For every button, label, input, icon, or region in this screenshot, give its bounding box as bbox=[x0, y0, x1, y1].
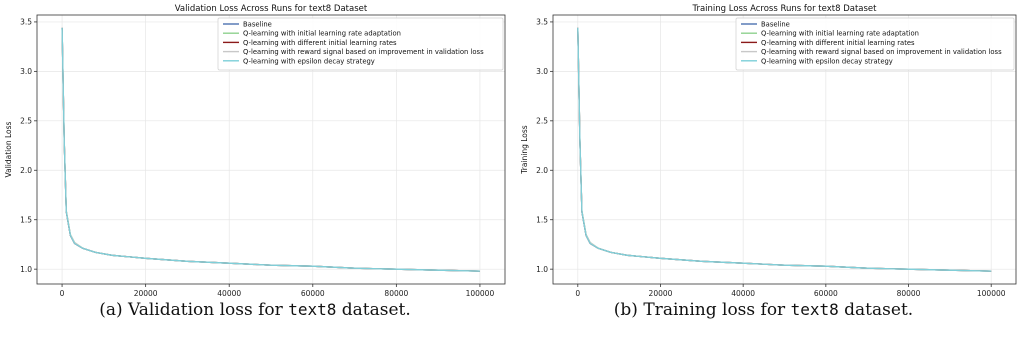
caption-b-suffix: dataset. bbox=[838, 300, 914, 320]
legend-label-1: Baseline bbox=[761, 21, 790, 29]
x-tick-label: 80000 bbox=[897, 289, 921, 298]
caption-b-prefix: (b) Training loss for bbox=[613, 300, 791, 320]
y-tick-label: 3.5 bbox=[536, 18, 548, 27]
legend-label-5: Q-learning with epsilon decay strategy bbox=[243, 57, 375, 65]
legend-box bbox=[735, 17, 1015, 71]
x-tick-label: 0 bbox=[60, 289, 65, 298]
validation-loss-panel: 0 20000 40000 60000 80000 100000 1.0 1.5 2.0 2.5 3… bbox=[0, 4, 510, 320]
legend-label-5: Q-learning with epsilon decay strategy bbox=[761, 57, 893, 65]
y-tick-label: 2.0 bbox=[536, 166, 548, 175]
x-tick-label: 80000 bbox=[384, 289, 408, 298]
y-tick-label: 1.5 bbox=[20, 215, 32, 224]
caption-b: (b) Training loss for text8 dataset. bbox=[510, 300, 1017, 320]
y-tick-label: 1.5 bbox=[536, 215, 548, 224]
x-tick-label: 60000 bbox=[301, 289, 325, 298]
caption-b-code: text8 bbox=[790, 300, 839, 319]
y-axis-label: Training Loss bbox=[520, 125, 529, 175]
y-tick-label: 3.0 bbox=[536, 67, 548, 76]
caption-a: (a) Validation loss for text8 dataset. bbox=[0, 300, 510, 320]
chart-title: Validation Loss Across Runs for text8 Da… bbox=[175, 4, 368, 14]
y-tick-label: 1.0 bbox=[536, 265, 548, 274]
validation-loss-chart: 0 20000 40000 60000 80000 100000 1.0 1.5 2.0 2.5 3… bbox=[4, 4, 506, 298]
series-line-5 bbox=[61, 27, 480, 272]
caption-a-code: text8 bbox=[288, 300, 337, 319]
y-tick-label: 3.5 bbox=[20, 18, 32, 27]
legend-label-2: Q-learning with initial learning rate ad… bbox=[243, 30, 401, 38]
caption-a-suffix: dataset. bbox=[336, 300, 411, 320]
x-tick-label: 40000 bbox=[731, 289, 755, 298]
chart-title: Training Loss Across Runs for text8 Data… bbox=[692, 4, 878, 14]
training-loss-chart: 0 20000 40000 60000 80000 100000 1.0 1.5 2.0 2.5 3… bbox=[520, 4, 1017, 298]
y-axis-label: Validation Loss bbox=[4, 121, 13, 177]
legend-label-3: Q-learning with different initial learni… bbox=[243, 39, 397, 47]
x-tick-label: 100000 bbox=[977, 289, 1006, 298]
x-tick-label: 20000 bbox=[134, 289, 158, 298]
y-tick-label: 2.5 bbox=[20, 116, 32, 125]
legend-label-3: Q-learning with different initial learni… bbox=[761, 39, 915, 47]
x-tick-label: 100000 bbox=[466, 289, 495, 298]
legend-label-4: Q-learning with reward signal based on i… bbox=[761, 48, 1002, 56]
series-line-5 bbox=[577, 27, 992, 272]
training-loss-panel: 0 20000 40000 60000 80000 100000 1.0 1.5 2.0 2.5 3… bbox=[510, 0, 1017, 340]
legend-box bbox=[217, 17, 504, 71]
legend-label-1: Baseline bbox=[243, 21, 272, 29]
x-tick-label: 0 bbox=[575, 289, 580, 298]
x-tick-label: 20000 bbox=[649, 289, 673, 298]
y-tick-label: 2.0 bbox=[20, 166, 32, 175]
y-tick-label: 2.5 bbox=[536, 116, 548, 125]
legend-label-4: Q-learning with reward signal based on i… bbox=[243, 48, 484, 56]
plot-frame bbox=[36, 14, 506, 285]
x-tick-label: 60000 bbox=[814, 289, 838, 298]
x-tick-label: 40000 bbox=[217, 289, 241, 298]
y-tick-label: 1.0 bbox=[20, 265, 32, 274]
plot-frame bbox=[552, 14, 1017, 285]
y-tick-label: 3.0 bbox=[20, 67, 32, 76]
caption-a-prefix: (a) Validation loss for bbox=[99, 300, 289, 320]
legend-label-2: Q-learning with initial learning rate ad… bbox=[761, 30, 919, 38]
